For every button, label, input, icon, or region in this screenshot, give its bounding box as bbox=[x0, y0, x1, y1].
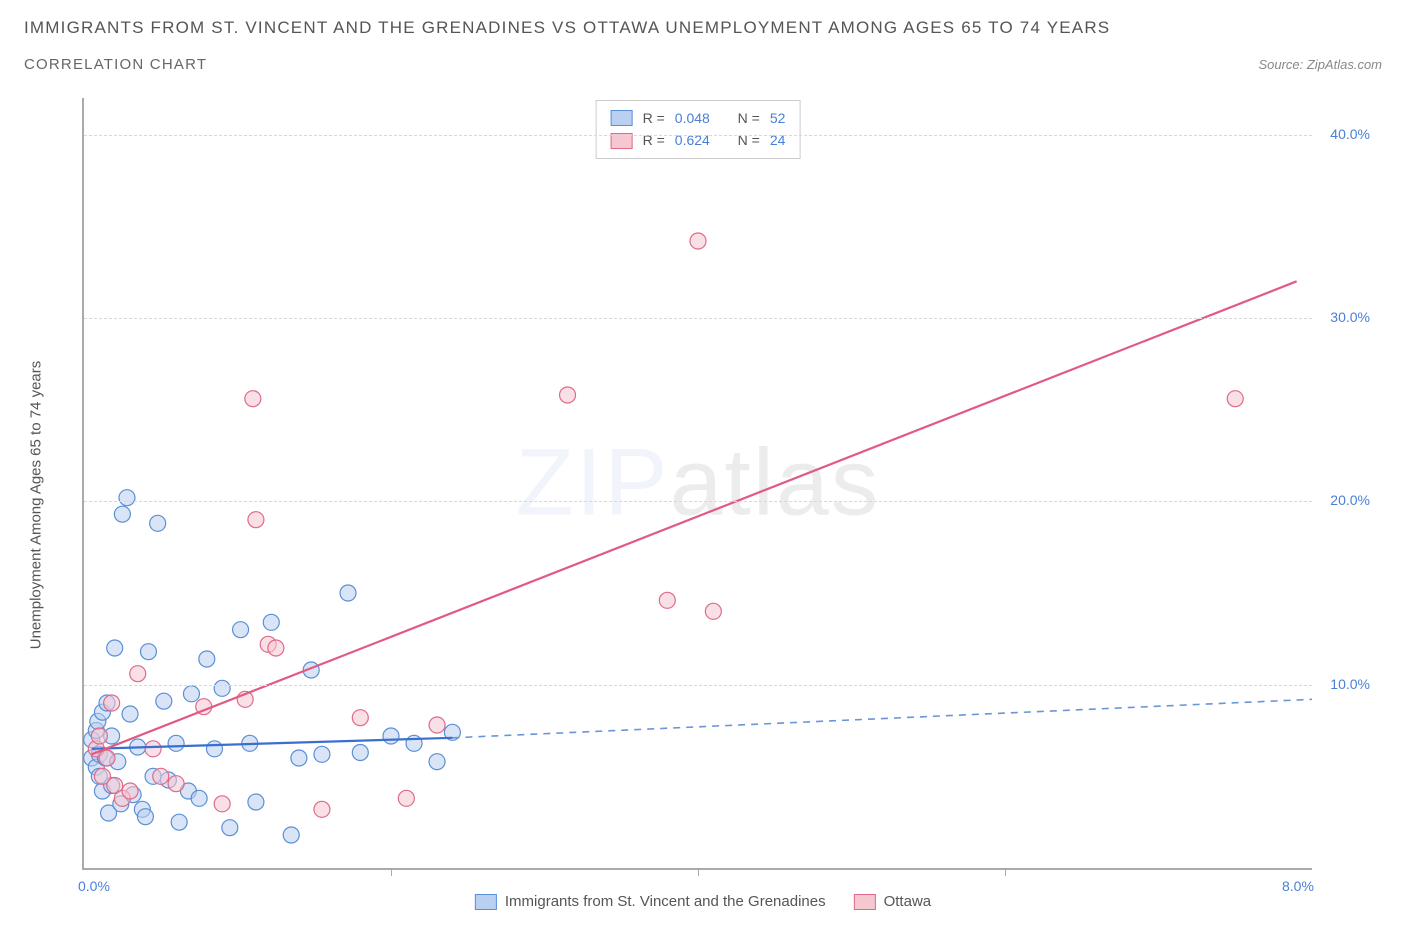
scatter-point bbox=[168, 776, 184, 792]
x-minor-tick bbox=[698, 868, 699, 876]
scatter-point bbox=[263, 614, 279, 630]
chart-subtitle: CORRELATION CHART bbox=[24, 56, 207, 73]
bottom-legend-label-1: Ottawa bbox=[884, 893, 932, 910]
scatter-point bbox=[283, 827, 299, 843]
scatter-point bbox=[137, 809, 153, 825]
scatter-point bbox=[429, 717, 445, 733]
scatter-point bbox=[314, 746, 330, 762]
scatter-point bbox=[140, 644, 156, 660]
n-label-0: N = bbox=[738, 107, 760, 129]
scatter-point bbox=[91, 728, 107, 744]
scatter-point bbox=[122, 783, 138, 799]
r-label-0: R = bbox=[643, 107, 665, 129]
stats-legend: R = 0.048 N = 52 R = 0.624 N = 24 bbox=[596, 100, 801, 159]
scatter-point bbox=[560, 387, 576, 403]
scatter-point bbox=[222, 820, 238, 836]
gridline-h bbox=[84, 135, 1312, 136]
scatter-point bbox=[119, 490, 135, 506]
scatter-point bbox=[268, 640, 284, 656]
bottom-legend-label-0: Immigrants from St. Vincent and the Gren… bbox=[505, 893, 826, 910]
scatter-point bbox=[114, 506, 130, 522]
scatter-point bbox=[183, 686, 199, 702]
x-minor-tick bbox=[1005, 868, 1006, 876]
source-label: Source: ZipAtlas.com bbox=[1258, 57, 1382, 72]
r-value-1: 0.624 bbox=[675, 129, 710, 151]
y-tick-label: 30.0% bbox=[1330, 309, 1370, 325]
scatter-point bbox=[107, 640, 123, 656]
subtitle-row: CORRELATION CHART Source: ZipAtlas.com bbox=[24, 56, 1382, 73]
scatter-point bbox=[171, 814, 187, 830]
scatter-point bbox=[191, 790, 207, 806]
scatter-point bbox=[291, 750, 307, 766]
scatter-point bbox=[352, 710, 368, 726]
scatter-point bbox=[340, 585, 356, 601]
scatter-point bbox=[99, 750, 115, 766]
n-value-0: 52 bbox=[770, 107, 786, 129]
y-tick-label: 40.0% bbox=[1330, 126, 1370, 142]
x-tick-label: 0.0% bbox=[78, 878, 110, 894]
trendline-series-0-solid bbox=[92, 738, 453, 749]
scatter-point bbox=[199, 651, 215, 667]
scatter-point bbox=[153, 768, 169, 784]
scatter-point bbox=[429, 754, 445, 770]
chart-area: Unemployment Among Ages 65 to 74 years Z… bbox=[24, 98, 1382, 912]
gridline-h bbox=[84, 501, 1312, 502]
scatter-point bbox=[1227, 391, 1243, 407]
scatter-point bbox=[150, 515, 166, 531]
n-value-1: 24 bbox=[770, 129, 786, 151]
trendline-series-0-dashed bbox=[452, 699, 1312, 738]
bottom-legend-item-1: Ottawa bbox=[854, 893, 932, 910]
scatter-point bbox=[104, 695, 120, 711]
scatter-point bbox=[214, 796, 230, 812]
chart-header: IMMIGRANTS FROM ST. VINCENT AND THE GREN… bbox=[0, 0, 1406, 73]
scatter-point bbox=[705, 603, 721, 619]
scatter-point bbox=[659, 592, 675, 608]
x-minor-tick bbox=[391, 868, 392, 876]
scatter-point bbox=[168, 735, 184, 751]
scatter-point bbox=[248, 512, 264, 528]
gridline-h bbox=[84, 318, 1312, 319]
x-tick-label: 8.0% bbox=[1282, 878, 1314, 894]
scatter-point bbox=[352, 745, 368, 761]
scatter-point bbox=[156, 693, 172, 709]
scatter-point bbox=[248, 794, 264, 810]
stats-legend-row-1: R = 0.624 N = 24 bbox=[611, 129, 786, 151]
scatter-point bbox=[314, 801, 330, 817]
scatter-point bbox=[206, 741, 222, 757]
scatter-point bbox=[383, 728, 399, 744]
scatter-point bbox=[145, 741, 161, 757]
bottom-legend-item-0: Immigrants from St. Vincent and the Gren… bbox=[475, 893, 826, 910]
swatch-bottom-1 bbox=[854, 894, 876, 910]
chart-title: IMMIGRANTS FROM ST. VINCENT AND THE GREN… bbox=[24, 18, 1382, 38]
scatter-point bbox=[130, 666, 146, 682]
swatch-bottom-0 bbox=[475, 894, 497, 910]
y-axis-title: Unemployment Among Ages 65 to 74 years bbox=[28, 361, 45, 650]
scatter-point bbox=[233, 622, 249, 638]
plot-svg bbox=[84, 98, 1312, 868]
r-value-0: 0.048 bbox=[675, 107, 710, 129]
swatch-series-0 bbox=[611, 110, 633, 126]
plot-region: ZIPatlas R = 0.048 N = 52 R = 0.624 N = … bbox=[82, 98, 1312, 870]
gridline-h bbox=[84, 685, 1312, 686]
scatter-point bbox=[690, 233, 706, 249]
n-label-1: N = bbox=[738, 129, 760, 151]
scatter-point bbox=[122, 706, 138, 722]
scatter-point bbox=[245, 391, 261, 407]
y-tick-label: 10.0% bbox=[1330, 676, 1370, 692]
scatter-point bbox=[214, 680, 230, 696]
r-label-1: R = bbox=[643, 129, 665, 151]
bottom-legend: Immigrants from St. Vincent and the Gren… bbox=[475, 893, 931, 910]
stats-legend-row-0: R = 0.048 N = 52 bbox=[611, 107, 786, 129]
scatter-point bbox=[398, 790, 414, 806]
y-tick-label: 20.0% bbox=[1330, 492, 1370, 508]
trendline-series-1 bbox=[92, 281, 1297, 754]
